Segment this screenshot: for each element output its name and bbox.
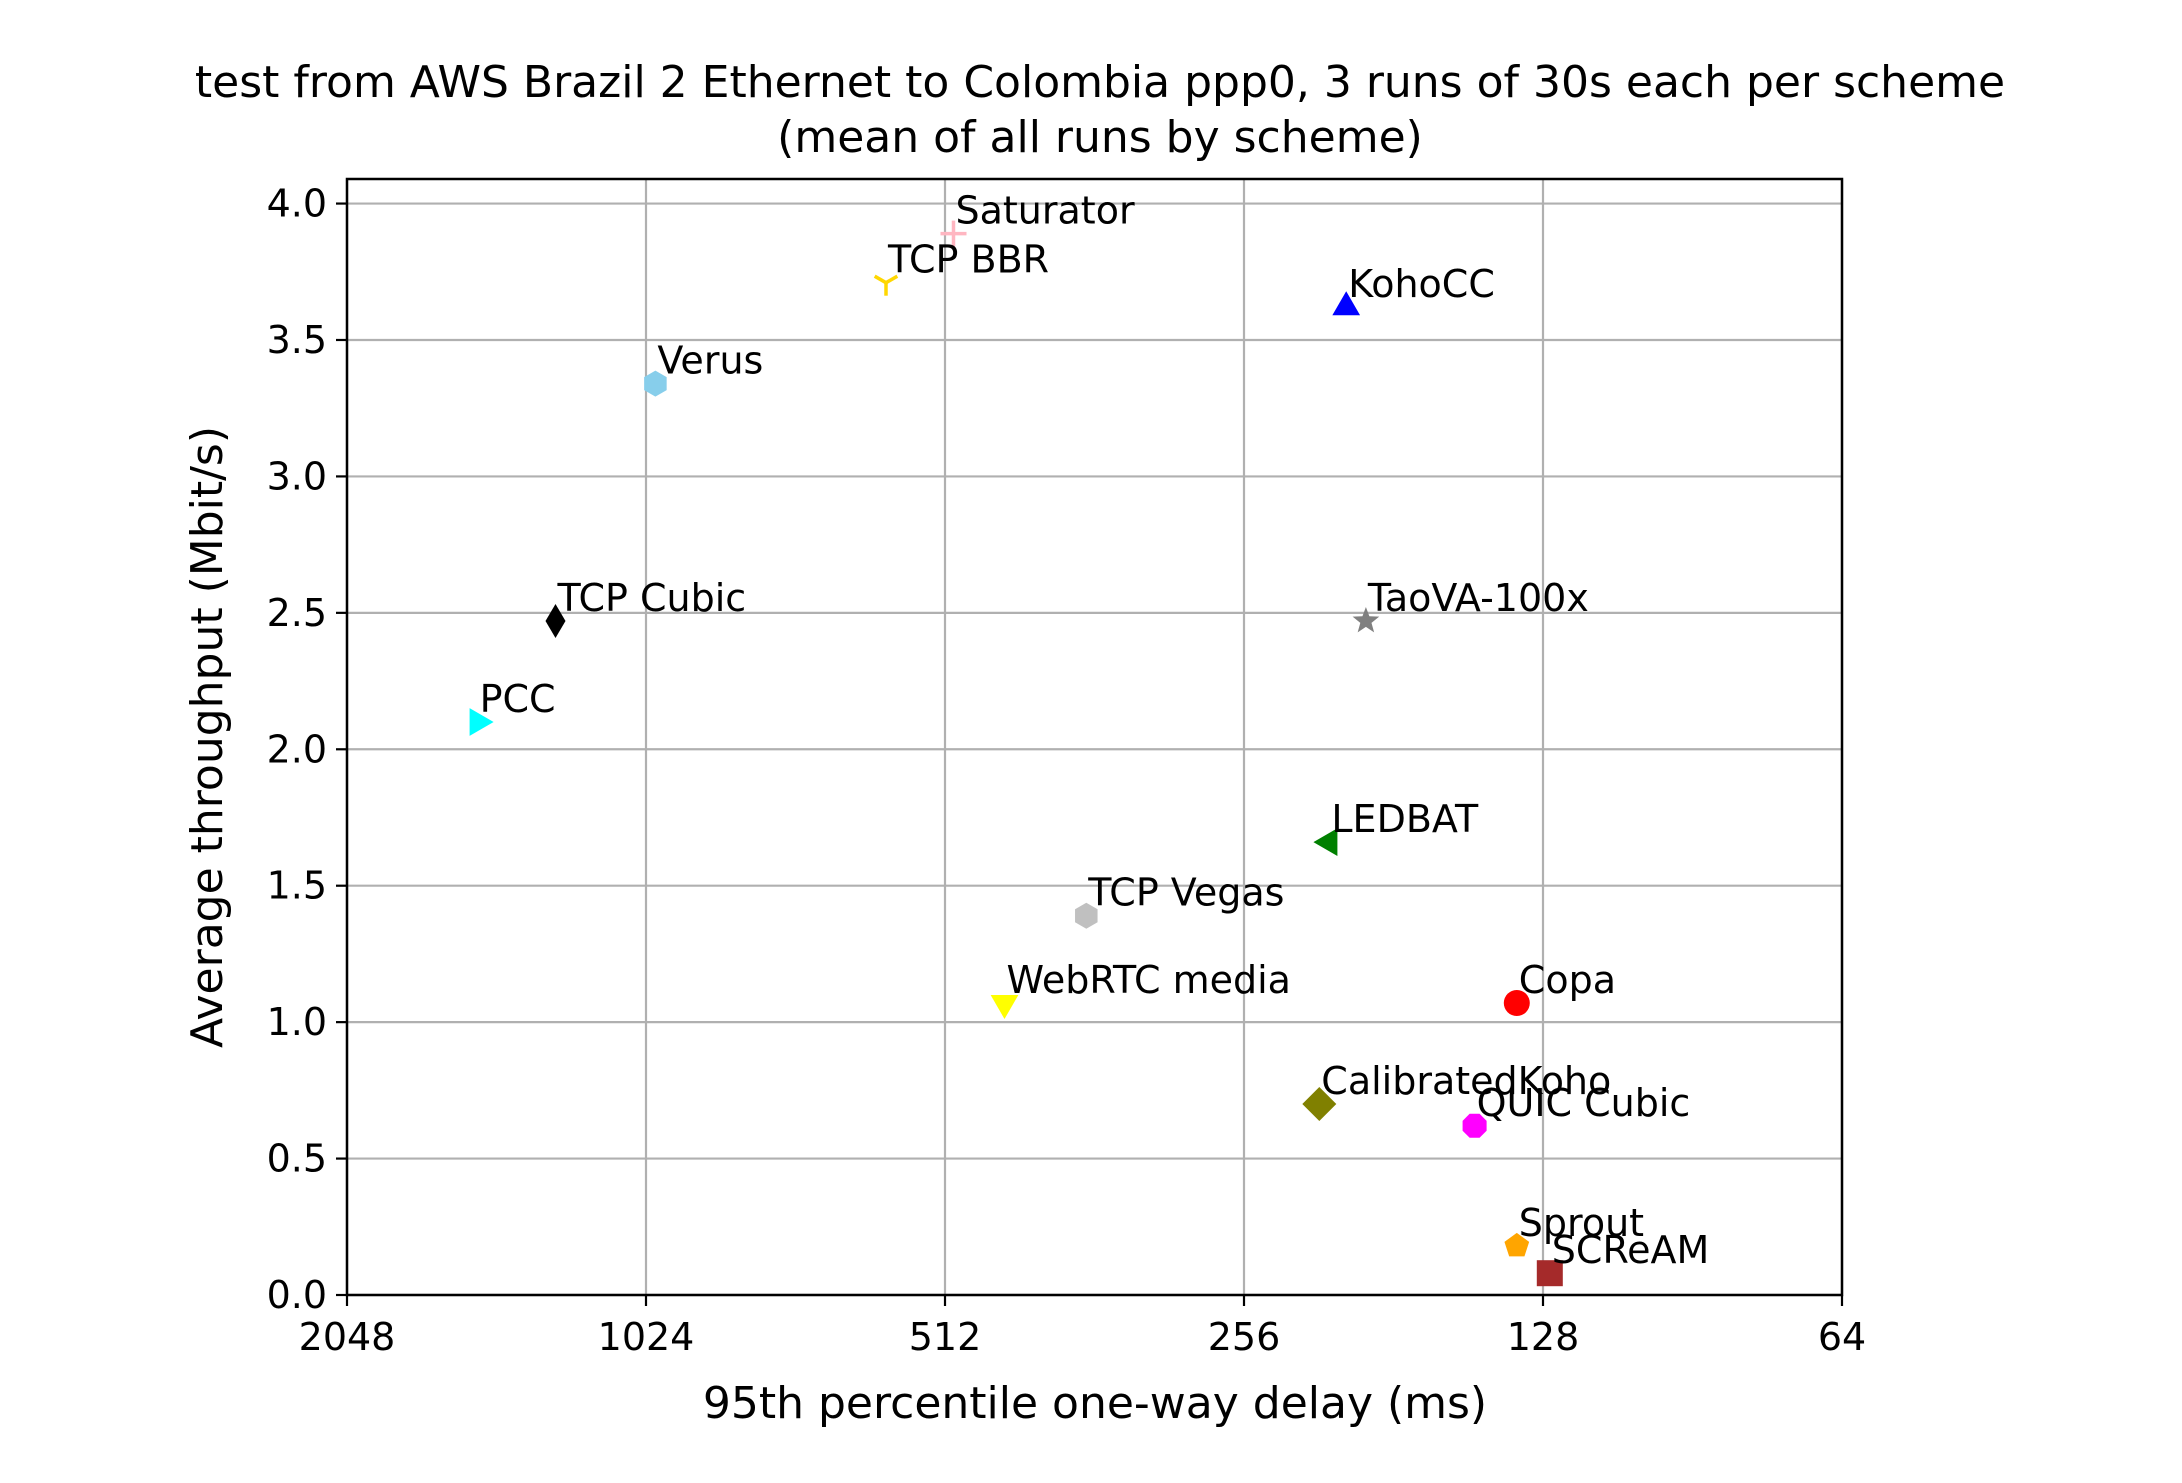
chart-title: test from AWS Brazil 2 Ethernet to Colom…: [195, 57, 2005, 108]
point-verus: [644, 370, 667, 397]
point-label-kohocc: KohoCC: [1348, 262, 1495, 306]
point-scream: [1536, 1260, 1563, 1287]
point-copa: [1503, 990, 1530, 1016]
point-label-quic-cubic: QUIC Cubic: [1477, 1081, 1691, 1125]
data-points: [469, 220, 1563, 1287]
point-taova-100x: [1352, 607, 1380, 633]
x-tick-label: 2048: [299, 1315, 396, 1359]
point-label-copa: Copa: [1519, 958, 1616, 1002]
point-calibratedkoho: [1302, 1087, 1337, 1121]
x-axis-label: 95th percentile one-way delay (ms): [703, 1378, 1487, 1429]
point-quic-cubic: [1462, 1113, 1487, 1138]
point-labels: Saturator TCP BBR KohoCC Verus TCP Cubic TaoV…: [480, 189, 1710, 1273]
point-sprout: [1504, 1232, 1530, 1257]
point-kohocc: [1332, 291, 1361, 316]
point-saturator: [940, 220, 967, 247]
x-tick-label: 1024: [598, 1315, 695, 1359]
point-label-verus: Verus: [657, 339, 763, 383]
y-axis-label: Average throughput (Mbit/s): [182, 426, 233, 1048]
point-pcc: [469, 708, 494, 736]
y-tick-label: 2.0: [267, 727, 327, 771]
point-tcp-bbr: [873, 274, 899, 296]
point-tcp-cubic: [545, 604, 566, 638]
y-tick-label: 2.5: [267, 591, 327, 635]
point-label-tcp-cubic: TCP Cubic: [557, 576, 747, 620]
point-label-tcp-bbr: TCP BBR: [887, 238, 1049, 282]
point-label-sprout: Sprout: [1519, 1201, 1644, 1245]
x-tick-label: 64: [1818, 1315, 1866, 1359]
y-tick-label: 3.5: [267, 318, 327, 362]
point-label-saturator: Saturator: [956, 189, 1135, 233]
y-tick-label: 0.0: [267, 1273, 327, 1317]
point-label-taova-100x: TaoVA-100x: [1367, 576, 1589, 620]
x-tick-label: 128: [1507, 1315, 1580, 1359]
y-tick-label: 4.0: [267, 182, 327, 226]
axis-ticks: 2048 1024 512 256 128 64 0.0 0.5 1.0 1.5 2.0 2.5 3.0…: [267, 182, 1867, 1359]
grid: [345, 179, 1844, 1297]
x-tick-label: 512: [909, 1315, 982, 1359]
x-tick-label: 256: [1208, 1315, 1281, 1359]
y-tick-label: 0.5: [267, 1137, 327, 1181]
point-label-pcc: PCC: [480, 677, 556, 721]
point-label-tcp-vegas: TCP Vegas: [1087, 871, 1284, 915]
point-label-scream: SCReAM: [1552, 1228, 1710, 1272]
point-webrtc-media: [990, 995, 1019, 1019]
point-tcp-vegas: [1075, 902, 1098, 929]
plot-frame: [345, 177, 1844, 1297]
y-tick-label: 3.0: [267, 454, 327, 498]
y-tick-label: 1.0: [267, 1000, 327, 1044]
point-label-webrtc-media: WebRTC media: [1007, 958, 1291, 1002]
point-label-ledbat: LEDBAT: [1331, 797, 1479, 841]
chart-subtitle: (mean of all runs by scheme): [777, 112, 1423, 163]
y-tick-label: 1.5: [267, 864, 327, 908]
point-label-calibratedkoho: CalibratedKoho: [1321, 1059, 1611, 1103]
point-ledbat: [1313, 828, 1338, 856]
